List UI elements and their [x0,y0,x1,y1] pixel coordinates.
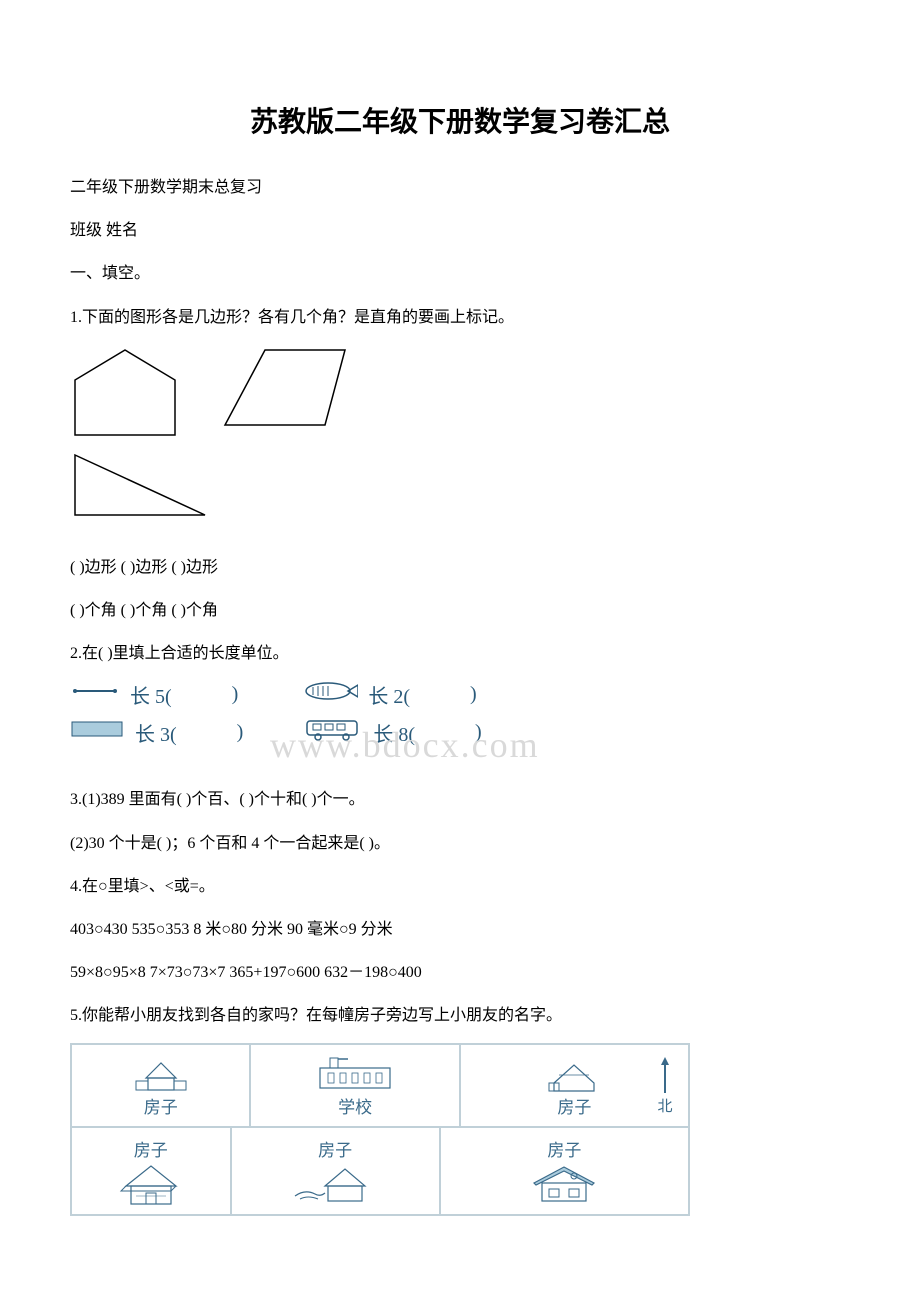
pentagon-shape [70,345,180,440]
house-cell-sw: 房子 [71,1127,231,1215]
section-heading: 一、填空。 [70,256,850,291]
north-label: 北 [657,1095,672,1116]
house-cell-nw: 房子 [71,1044,250,1127]
question-2: 2.在( )里填上合适的长度单位。 [70,636,850,671]
needle-icon [70,682,120,706]
school-cell: 学校 [250,1044,459,1127]
question-4-line1: 403○430 535○353 8 米○80 分米 90 毫米○9 分米 [70,912,850,947]
house-cell-ne: 房子 北 [460,1044,689,1127]
question-2-figure: 长 5( ) 长 2( ) 长 3( ) 长 8( ) [70,679,850,747]
shapes-row-2 [70,450,850,520]
question-4: 4.在○里填>、<或=。 [70,869,850,904]
house-icon [116,1161,186,1206]
bus-icon [303,717,363,747]
q2-item2-label: 长 2( [368,680,410,709]
eraser-icon [70,718,125,746]
house-label: 房子 [134,1136,168,1161]
house-icon [524,1161,604,1206]
q2-item1-label: 长 5( [130,680,172,709]
q2-item3-paren: ) [237,721,244,744]
shapes-row-1 [70,345,850,440]
question-3-2: (2)30 个十是( )；6 个百和 4 个一合起来是( )。 [70,826,850,861]
question-4-line2: 59×8○95×8 7×73○73×7 365+197○600 632－198○… [70,955,850,990]
question-1: 1.下面的图形各是几边形？各有几个角？是直角的要画上标记。 [70,300,850,335]
house-cell-s: 房子 [231,1127,440,1215]
question-3-1: 3.(1)389 里面有( )个百、( )个十和( )个一。 [70,782,850,817]
question-5: 5.你能帮小朋友找到各自的家吗？在每幢房子旁边写上小朋友的名字。 [70,998,850,1033]
document-title: 苏教版二年级下册数学复习卷汇总 [70,100,850,140]
house-label: 房子 [318,1136,352,1161]
north-indicator: 北 [657,1055,673,1116]
house-icon [539,1053,609,1093]
q2-item4-paren: ) [475,721,482,744]
subtitle: 二年级下册数学期末总复习 [70,170,850,205]
school-label: 学校 [338,1093,372,1118]
q1-answer-angles: ( )个角 ( )个角 ( )个角 [70,593,850,628]
house-cell-se: 房子 [440,1127,689,1215]
class-name-line: 班级 姓名 [70,213,850,248]
question-5-figure: 房子 学校 [70,1043,690,1216]
house-label: 房子 [144,1093,178,1118]
q2-item1-paren: ) [232,683,239,706]
house-icon [126,1053,196,1093]
q2-item4-label: 长 8( [373,718,415,747]
trapezoid-shape [220,345,350,430]
q1-answer-shapes: ( )边形 ( )边形 ( )边形 [70,550,850,585]
house-icon [290,1161,380,1206]
house-label: 房子 [557,1093,591,1118]
school-icon [300,1053,410,1093]
fish-icon [298,679,358,709]
house-label: 房子 [547,1136,581,1161]
q2-item3-label: 长 3( [135,718,177,747]
q2-item2-paren: ) [470,683,477,706]
triangle-shape [70,450,210,520]
